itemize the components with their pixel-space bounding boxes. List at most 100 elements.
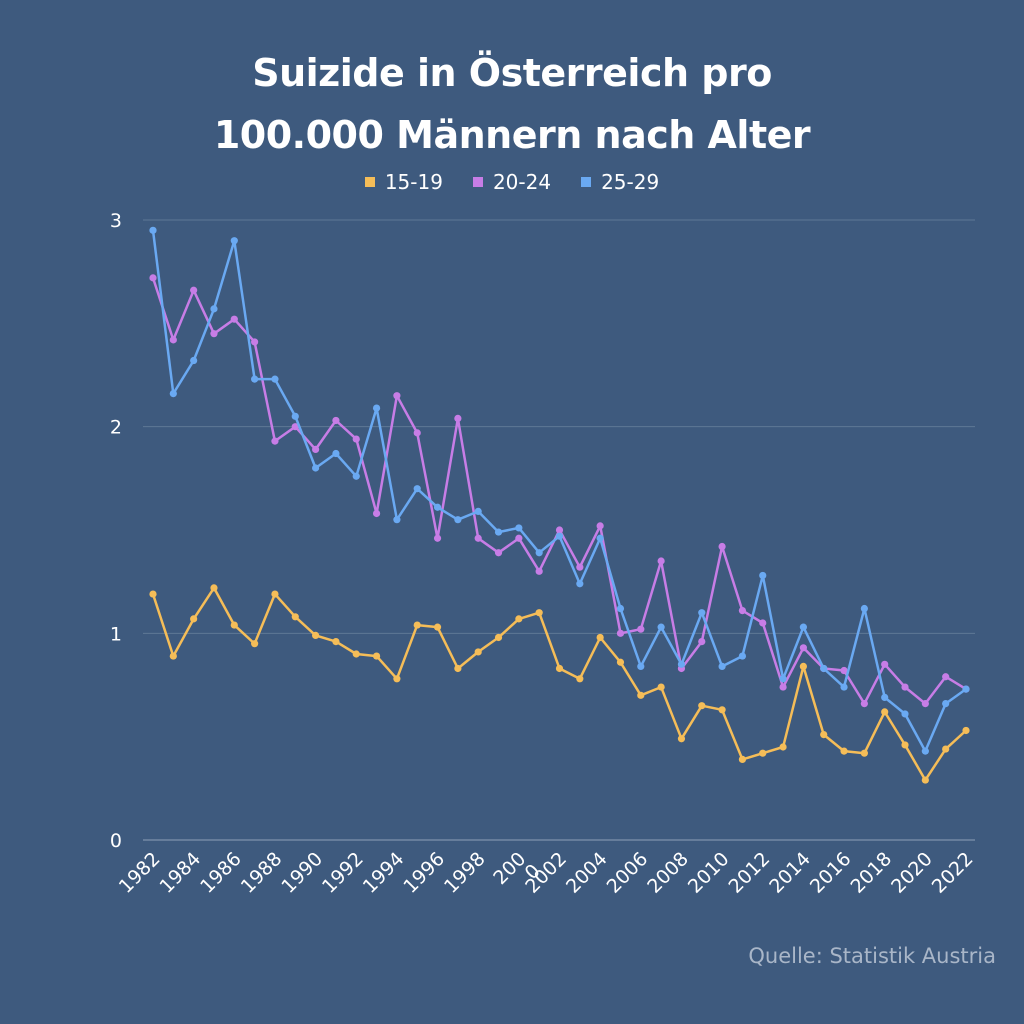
point-20-24-2020 [921, 700, 929, 708]
x-tick-label-1992: 1992 [318, 848, 368, 898]
point-20-24-2014 [799, 644, 808, 652]
gridlines [143, 219, 975, 841]
series-line-20-24 [151, 276, 968, 705]
point-15-19-1987 [251, 640, 259, 648]
legend-item-15-19[interactable]: 15-19 [364, 170, 443, 194]
legend-swatch-20-24 [472, 177, 483, 187]
x-tick-label-2016: 2016 [806, 848, 856, 898]
title-line-2: 100.000 Männern nach Alter [213, 113, 811, 157]
point-20-24-1999 [494, 549, 503, 557]
legend-item-20-24[interactable]: 20-24 [472, 170, 551, 194]
point-25-29-1999 [494, 528, 503, 536]
point-15-19-1986 [230, 621, 238, 629]
point-25-29-2006 [637, 662, 645, 671]
point-20-24-1991 [332, 416, 340, 425]
point-15-19-2009 [698, 702, 706, 710]
point-20-24-1989 [291, 423, 299, 431]
point-20-24-2017 [860, 700, 868, 708]
point-15-19-2002 [555, 664, 564, 673]
point-25-29-2009 [698, 609, 706, 617]
point-15-19-2003 [576, 675, 584, 683]
point-25-29-2012 [759, 571, 767, 580]
point-20-24-1984 [190, 286, 198, 294]
point-25-29-1993 [372, 404, 381, 412]
point-15-19-1992 [352, 650, 360, 658]
point-20-24-1986 [230, 315, 238, 323]
y-tick-label-3: 3 [110, 210, 122, 232]
x-tick-label-1988: 1988 [237, 848, 287, 898]
point-25-29-2011 [738, 652, 747, 660]
point-25-29-1996 [433, 503, 442, 511]
legend-item-25-29[interactable]: 25-29 [581, 170, 659, 194]
legend-swatch-15-19 [364, 177, 375, 187]
point-25-29-2005 [616, 604, 625, 613]
point-25-29-1987 [251, 375, 259, 383]
point-15-19-2020 [921, 776, 929, 784]
point-15-19-2013 [779, 743, 787, 751]
point-25-29-1984 [190, 356, 198, 365]
chart-title: Suizide in Österreich pro 100.000 Männer… [0, 42, 1024, 166]
point-20-24-2003 [576, 563, 584, 571]
point-20-24-1996 [433, 534, 442, 542]
point-15-19-2017 [860, 749, 868, 757]
point-15-19-1982 [149, 590, 157, 598]
y-tick-label-1: 1 [110, 623, 122, 645]
point-15-19-2008 [677, 735, 686, 743]
point-20-24-1997 [454, 414, 462, 422]
point-25-29-2013 [779, 675, 787, 683]
legend: 15-19 20-24 25-29 [0, 170, 1024, 194]
point-20-24-1998 [474, 534, 482, 542]
point-25-29-2016 [840, 683, 848, 691]
point-20-24-1982 [149, 274, 157, 282]
point-15-19-2022 [962, 726, 970, 735]
point-20-24-2000 [515, 534, 523, 542]
point-25-29-1997 [454, 516, 462, 524]
point-15-19-2001 [535, 609, 543, 617]
point-15-19-2018 [881, 708, 889, 716]
point-25-29-1982 [149, 226, 157, 234]
point-15-19-2006 [637, 691, 645, 699]
x-tick-label-1990: 1990 [277, 848, 327, 898]
legend-label-25-29: 25-29 [601, 170, 660, 194]
point-15-19-1988 [271, 590, 279, 598]
legend-label-15-19: 15-19 [384, 170, 443, 194]
point-25-29-2015 [820, 664, 828, 673]
point-25-29-2001 [535, 549, 543, 557]
x-tick-label-1984: 1984 [155, 848, 205, 898]
point-25-29-1983 [169, 390, 177, 398]
point-20-24-2018 [881, 660, 889, 668]
point-15-19-1999 [494, 633, 503, 642]
point-20-24-2012 [759, 619, 767, 627]
point-20-24-2013 [779, 683, 787, 691]
point-25-29-2021 [942, 700, 950, 708]
point-25-29-2007 [657, 623, 665, 631]
point-15-19-2021 [942, 745, 950, 753]
point-15-19-1985 [210, 584, 218, 592]
point-20-24-2021 [942, 673, 950, 681]
point-15-19-2010 [718, 706, 726, 714]
point-15-19-2011 [738, 755, 747, 764]
point-20-24-2002 [555, 526, 564, 534]
point-15-19-2014 [799, 662, 808, 671]
point-25-29-1985 [210, 305, 218, 313]
point-15-19-2015 [820, 731, 828, 739]
point-25-29-1990 [312, 464, 320, 472]
point-20-24-1993 [372, 509, 381, 518]
x-tick-label-1998: 1998 [440, 848, 490, 898]
point-15-19-1996 [433, 623, 442, 631]
point-20-24-1992 [352, 435, 360, 443]
point-20-24-2011 [738, 607, 747, 615]
x-tick-label-2022: 2022 [928, 848, 978, 898]
point-20-24-2019 [901, 683, 909, 691]
point-15-19-2005 [616, 658, 625, 666]
x-tick-label-2018: 2018 [846, 848, 896, 898]
point-20-24-1985 [210, 330, 218, 338]
point-25-29-2003 [576, 580, 584, 588]
point-25-29-2010 [718, 662, 726, 671]
x-tick-label-2008: 2008 [643, 848, 693, 898]
x-tick-label-1996: 1996 [399, 848, 449, 898]
point-25-29-2000 [515, 524, 523, 532]
legend-swatch-25-29 [581, 177, 592, 187]
point-25-29-1995 [413, 485, 421, 493]
point-25-29-1986 [230, 237, 238, 245]
